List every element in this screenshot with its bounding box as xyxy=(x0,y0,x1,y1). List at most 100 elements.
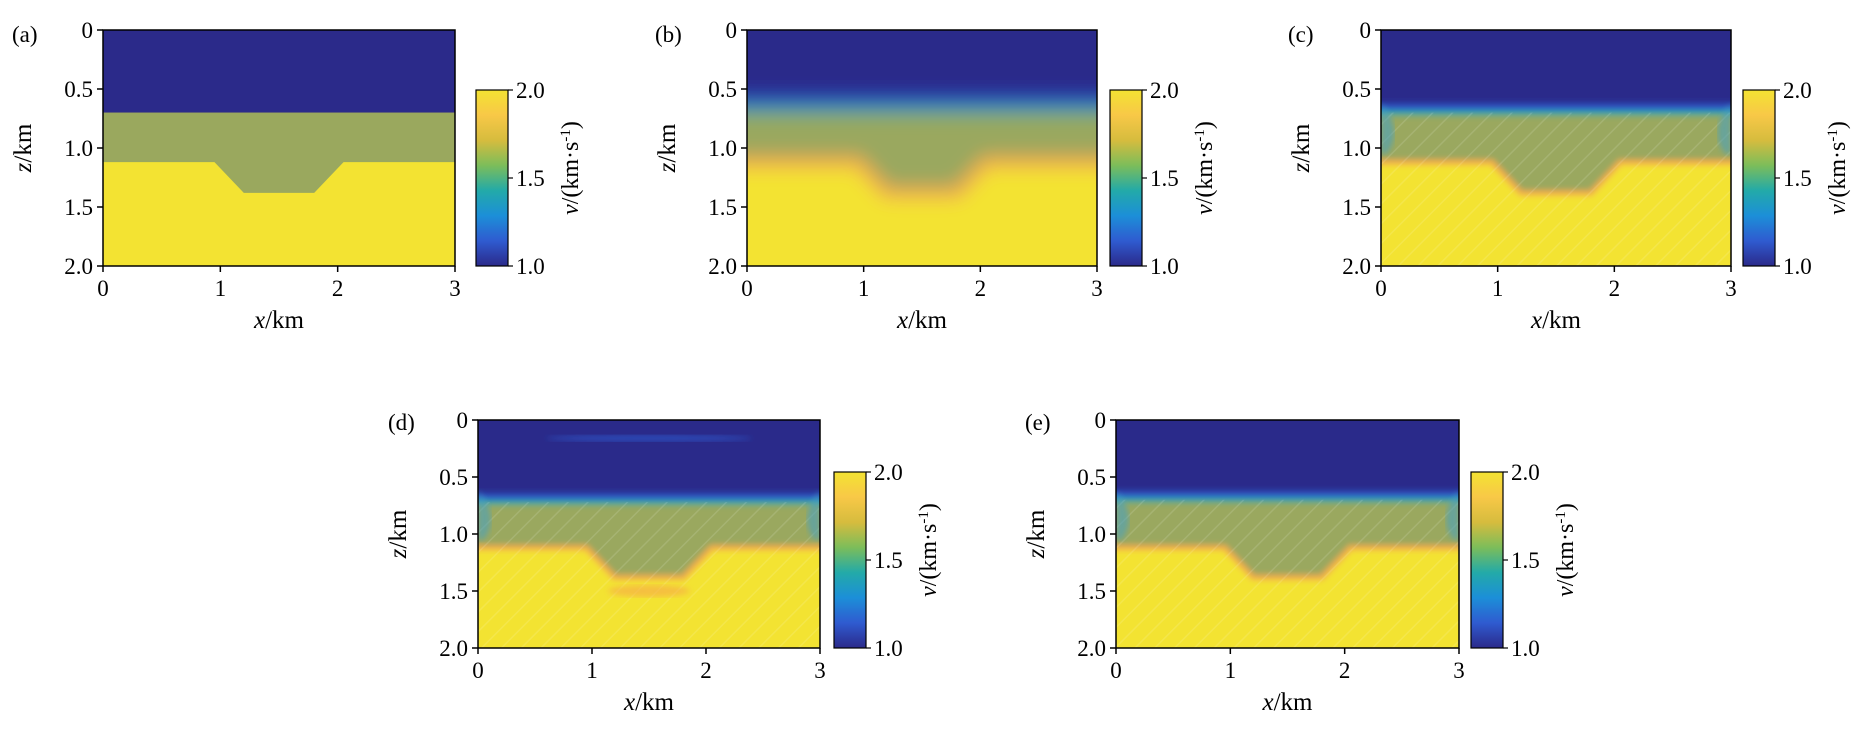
colorbar-tick-label: 1.5 xyxy=(1783,166,1812,191)
colorbar-label: v/(km·s-1) xyxy=(1825,121,1851,215)
colorbar-tick-label: 1.5 xyxy=(516,166,545,191)
colorbar-tick-label: 1.0 xyxy=(874,636,903,661)
y-tick-label: 1.0 xyxy=(708,136,737,161)
panel-c: 0 1 2 3 0 0.5 1.0 1.5 2.0 x/km z/km (c) 1.0 1.5 2.0 v/(… xyxy=(1288,18,1851,334)
y-axis-label: z/km xyxy=(10,123,37,173)
colorbar: 1.0 1.5 2.0 v/(km·s-1) xyxy=(1109,78,1218,279)
y-tick-label: 1.5 xyxy=(439,579,468,604)
colorbar: 1.0 1.5 2.0 v/(km·s-1) xyxy=(1470,460,1579,661)
x-tick-label: 2 xyxy=(332,276,344,301)
middle-layer xyxy=(103,112,455,193)
panel-label: (d) xyxy=(388,410,415,435)
colorbar-label: v/(km·s-1) xyxy=(1553,503,1579,597)
x-tick-label: 2 xyxy=(1339,658,1351,683)
middle-layer xyxy=(747,112,1097,193)
x-tick-label: 2 xyxy=(700,658,712,683)
colorbar-tick-label: 1.5 xyxy=(1511,548,1540,573)
top-layer xyxy=(1116,420,1459,500)
velocity-heatmap xyxy=(1381,30,1731,266)
velocity-heatmap xyxy=(1116,420,1459,648)
y-axis-label: z/km xyxy=(1023,509,1050,559)
y-tick-label: 2.0 xyxy=(64,254,93,279)
x-axis-label: x/km xyxy=(1530,307,1582,334)
x-tick-label: 0 xyxy=(1375,276,1387,301)
x-tick-label: 1 xyxy=(215,276,227,301)
y-tick-label: 1.5 xyxy=(1077,579,1106,604)
top-layer xyxy=(103,30,455,113)
x-tick-label: 1 xyxy=(586,658,598,683)
colorbar-tick-label: 2.0 xyxy=(1150,78,1179,103)
y-tick-label: 2.0 xyxy=(708,254,737,279)
x-axis-label: x/km xyxy=(253,307,305,334)
velocity-heatmap xyxy=(478,420,820,648)
x-tick-label: 3 xyxy=(449,276,461,301)
y-tick-label: 1.0 xyxy=(64,136,93,161)
x-tick-label: 0 xyxy=(472,658,484,683)
x-tick-label: 3 xyxy=(1091,276,1103,301)
colorbar: 1.0 1.5 2.0 v/(km·s-1) xyxy=(475,78,584,279)
colorbar-gradient xyxy=(1470,471,1504,649)
colorbar-tick-label: 2.0 xyxy=(516,78,545,103)
x-tick-label: 3 xyxy=(814,658,826,683)
colorbar-tick-label: 1.0 xyxy=(516,254,545,279)
panel-b: 0 1 2 3 0 0.5 1.0 1.5 2.0 x/km z/km (b) 1.0 1.5 2.0 v/(… xyxy=(654,18,1218,334)
x-tick-label: 1 xyxy=(858,276,870,301)
y-tick-label: 1.5 xyxy=(64,195,93,220)
x-axis-label: x/km xyxy=(1261,689,1313,716)
colorbar: 1.0 1.5 2.0 v/(km·s-1) xyxy=(1742,78,1851,279)
colorbar-label: v/(km·s-1) xyxy=(558,121,584,215)
x-tick-label: 2 xyxy=(975,276,987,301)
panel-e: 0 1 2 3 0 0.5 1.0 1.5 2.0 x/km z/km (e) 1.0 1.5 2.0 v/(… xyxy=(1023,408,1579,716)
y-axis-label: z/km xyxy=(654,123,681,173)
colorbar-tick-label: 1.5 xyxy=(1150,166,1179,191)
colorbar-tick-label: 1.0 xyxy=(1150,254,1179,279)
colorbar-label: v/(km·s-1) xyxy=(1192,121,1218,215)
panel-a: 0 1 2 3 0 0.5 1.0 1.5 2.0 x/km z/km (a) 1.0 1.5 2.0 v/(… xyxy=(10,18,584,334)
y-tick-label: 1.0 xyxy=(439,522,468,547)
x-tick-label: 0 xyxy=(741,276,753,301)
y-tick-label: 2.0 xyxy=(1342,254,1371,279)
y-axis-label: z/km xyxy=(1288,123,1315,173)
y-tick-label: 2.0 xyxy=(1077,636,1106,661)
y-tick-label: 0.5 xyxy=(1342,77,1371,102)
colorbar-gradient xyxy=(833,471,867,649)
x-tick-label: 2 xyxy=(1609,276,1621,301)
colorbar-tick-label: 2.0 xyxy=(874,460,903,485)
y-tick-label: 0 xyxy=(726,18,738,43)
y-tick-label: 1.0 xyxy=(1342,136,1371,161)
y-tick-label: 0.5 xyxy=(64,77,93,102)
y-tick-label: 0.5 xyxy=(439,465,468,490)
y-tick-label: 0 xyxy=(1095,408,1107,433)
y-tick-label: 2.0 xyxy=(439,636,468,661)
y-tick-label: 0 xyxy=(457,408,469,433)
y-tick-label: 1.0 xyxy=(1077,522,1106,547)
x-tick-label: 3 xyxy=(1453,658,1465,683)
panel-label: (a) xyxy=(12,22,38,47)
y-tick-label: 0.5 xyxy=(708,77,737,102)
colorbar-gradient xyxy=(1109,89,1143,267)
x-axis-label: x/km xyxy=(896,307,948,334)
colorbar-tick-label: 1.5 xyxy=(874,548,903,573)
colorbar-tick-label: 2.0 xyxy=(1511,460,1540,485)
colorbar-gradient xyxy=(475,89,509,267)
panel-d: 0 1 2 3 0 0.5 1.0 1.5 2.0 x/km z/km (d) 1.0 1.5 2.0 v/(… xyxy=(385,408,942,716)
velocity-heatmap xyxy=(103,30,455,266)
x-axis-label: x/km xyxy=(623,689,675,716)
top-layer xyxy=(478,420,820,503)
colorbar-tick-label: 1.0 xyxy=(1511,636,1540,661)
y-tick-label: 1.5 xyxy=(708,195,737,220)
y-axis-label: z/km xyxy=(385,509,412,559)
x-tick-label: 1 xyxy=(1225,658,1237,683)
colorbar: 1.0 1.5 2.0 v/(km·s-1) xyxy=(833,460,942,661)
colorbar-tick-label: 1.0 xyxy=(1783,254,1812,279)
x-tick-label: 1 xyxy=(1492,276,1504,301)
x-tick-label: 3 xyxy=(1725,276,1737,301)
y-tick-label: 1.5 xyxy=(1342,195,1371,220)
x-tick-label: 0 xyxy=(97,276,109,301)
y-tick-label: 0 xyxy=(82,18,94,43)
colorbar-label: v/(km·s-1) xyxy=(916,503,942,597)
x-tick-label: 0 xyxy=(1110,658,1122,683)
colorbar-tick-label: 2.0 xyxy=(1783,78,1812,103)
panel-label: (b) xyxy=(655,22,682,47)
